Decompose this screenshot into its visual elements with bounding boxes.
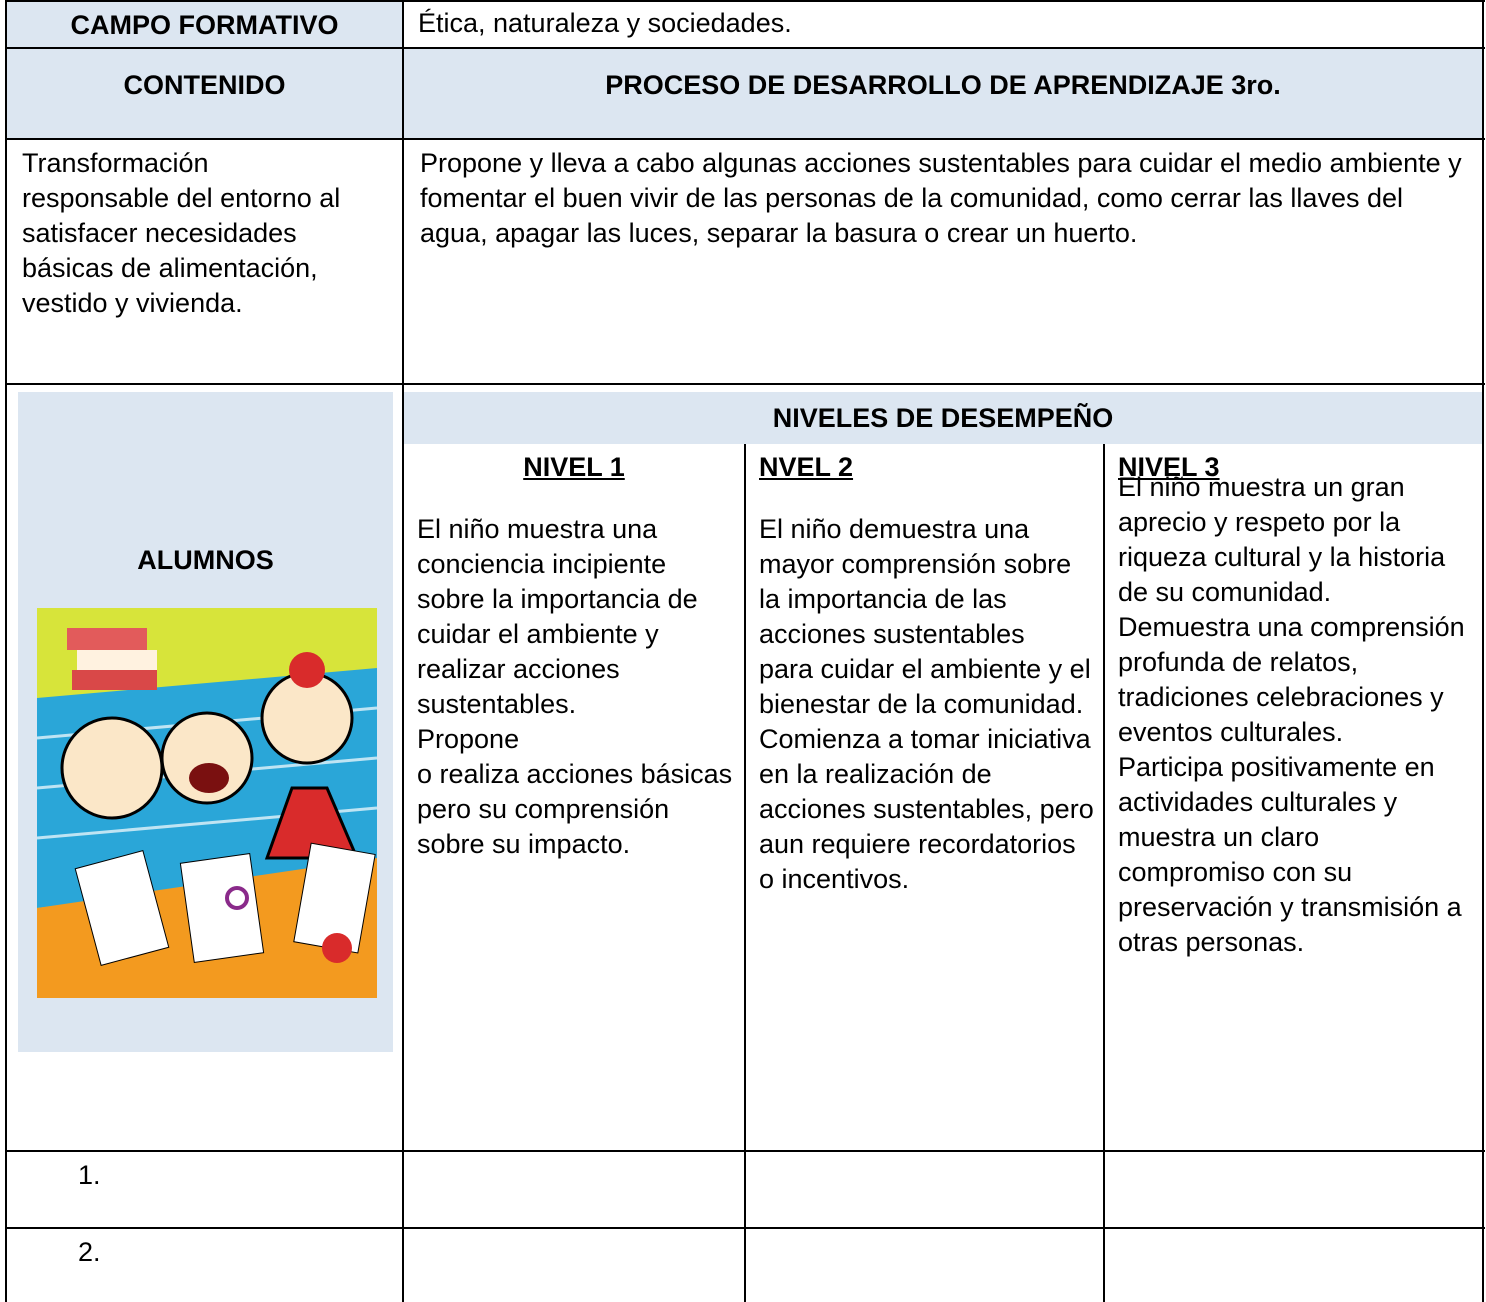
border xyxy=(5,138,1485,140)
level-paragraph: Demuestra una comprensión profunda de re… xyxy=(1118,612,1465,747)
contenido-label: CONTENIDO xyxy=(123,70,286,100)
contenido-text: Transformación responsable del entorno a… xyxy=(22,148,341,318)
proceso-label: PROCESO DE DESARROLLO DE APRENDIZAJE 3ro… xyxy=(605,70,1281,100)
level-paragraph: o realiza acciones básicas pero su compr… xyxy=(417,759,733,859)
header-bg xyxy=(6,0,403,47)
level-paragraph: Propone xyxy=(417,724,520,754)
level-paragraph: Participa positivamente en actividades c… xyxy=(1118,752,1462,957)
level-paragraph: El niño demuestra una mayor comprensión … xyxy=(759,514,1072,649)
niveles-label: NIVELES DE DESEMPEÑO xyxy=(772,403,1114,433)
campo-value: Ética, naturaleza y sociedades. xyxy=(418,8,792,38)
niveles-bg xyxy=(403,392,1483,444)
student-number: 2. xyxy=(78,1237,101,1267)
border xyxy=(1482,0,1484,1302)
level-paragraph: para cuidar el ambiente y el bienestar d… xyxy=(759,654,1094,894)
border xyxy=(744,444,746,1302)
header-bg xyxy=(6,47,1483,138)
border xyxy=(5,383,1485,385)
border xyxy=(402,0,404,1302)
border xyxy=(1103,444,1105,1302)
border xyxy=(5,0,1485,2)
level-description: El niño muestra una conciencia incipient… xyxy=(417,512,735,862)
proceso-text: Propone y lleva a cabo algunas acciones … xyxy=(420,148,1462,248)
level-paragraph: El niño muestra un gran aprecio y respet… xyxy=(1118,472,1446,607)
alumnos-label: ALUMNOS xyxy=(137,545,274,575)
level-paragraph: El niño muestra una conciencia incipient… xyxy=(417,514,698,719)
border xyxy=(5,47,1485,49)
illustration xyxy=(37,608,377,998)
level-description: El niño demuestra una mayor comprensión … xyxy=(759,512,1094,897)
level-title: NIVEL 1 xyxy=(523,452,625,482)
campo-label: CAMPO FORMATIVO xyxy=(70,10,339,40)
border xyxy=(5,0,7,1302)
level-description: El niño muestra un gran aprecio y respet… xyxy=(1118,470,1473,960)
level-title: NVEL 2 xyxy=(759,452,854,482)
student-number: 1. xyxy=(78,1160,101,1190)
level-title: NIVEL 3 xyxy=(1118,452,1220,482)
